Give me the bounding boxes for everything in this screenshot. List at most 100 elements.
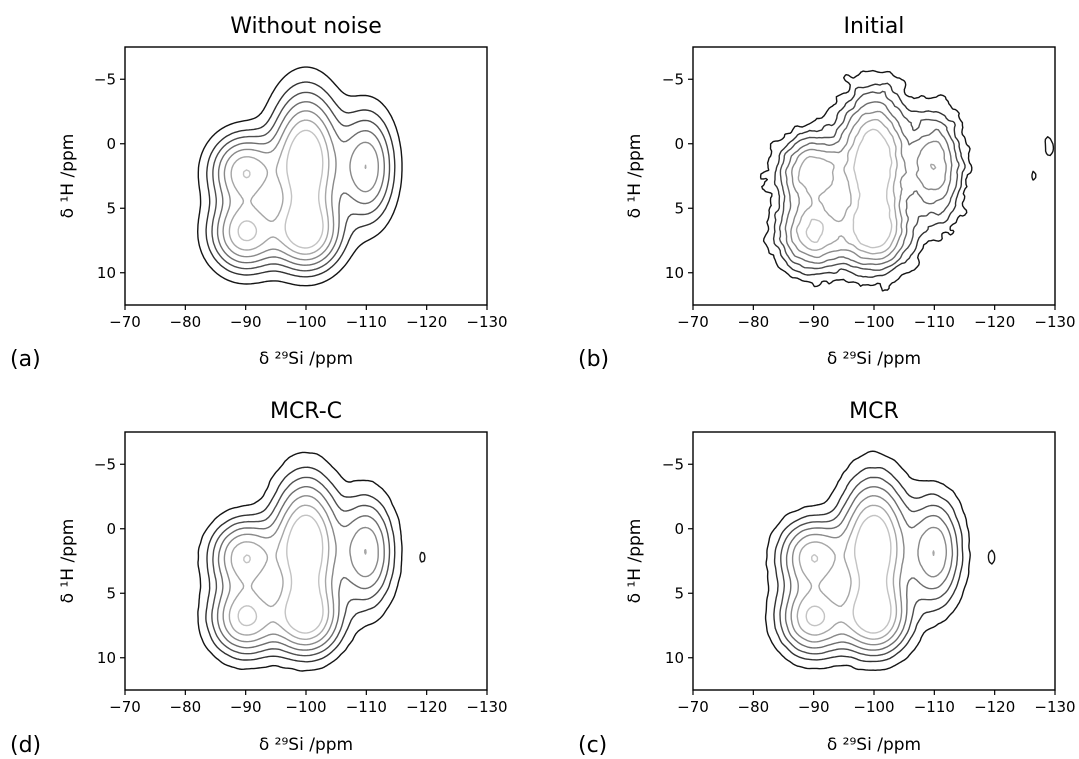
contour-level-6 — [228, 119, 367, 255]
x-tick-label: −110 — [346, 698, 387, 716]
contour-plot — [764, 450, 996, 671]
contour-level-1 — [197, 66, 403, 287]
contour-level-3 — [779, 476, 959, 657]
x-tick-label: −110 — [914, 698, 955, 716]
x-tick-label: −90 — [230, 698, 262, 716]
axis-ticks: −70 −80 −90 −100 −110 −120 −130 −5 0 5 10 — [662, 70, 1076, 331]
panel-without-noise: Without noise −70 −80 −90 −100 −110 −120 −130−… — [10, 14, 508, 372]
plot-frame — [124, 46, 488, 306]
y-tick-label: 5 — [106, 584, 116, 602]
x-tick-label: −70 — [109, 698, 141, 716]
contour-level-4 — [784, 486, 954, 651]
x-tick-label: −130 — [466, 698, 507, 716]
contour-plot — [197, 451, 426, 672]
x-tick-label: −100 — [285, 313, 326, 331]
plot-frame — [124, 431, 488, 691]
contour-level-5 — [790, 495, 947, 646]
x-tick-label: −130 — [1034, 313, 1075, 331]
x-tick-label: −90 — [798, 698, 830, 716]
contour-level-1 — [764, 450, 996, 671]
contour-level-7 — [237, 129, 324, 249]
contour-level-3 — [778, 90, 960, 271]
contour-level-1 — [197, 451, 426, 672]
y-tick-label: −5 — [662, 455, 684, 473]
y-tick-label: −5 — [662, 70, 684, 88]
x-tick-label: −120 — [406, 698, 447, 716]
panel-title: Initial — [844, 14, 905, 39]
x-tick-label: −110 — [346, 313, 387, 331]
axis-ticks: −70 −80 −90 −100 −110 −120 −130 −5 0 5 10 — [94, 70, 508, 331]
contour-level-4 — [216, 101, 385, 266]
x-tick-label: −120 — [974, 313, 1015, 331]
y-tick-label: 0 — [106, 520, 116, 538]
y-tick-label: 10 — [97, 649, 116, 667]
contour-level-6 — [795, 118, 937, 255]
x-axis-label: δ ²⁹Si /ppm — [259, 735, 353, 755]
x-tick-label: −70 — [677, 313, 709, 331]
y-tick-label: 0 — [674, 135, 684, 153]
contour-level-2 — [205, 81, 396, 278]
x-axis-label: δ ²⁹Si /ppm — [827, 735, 921, 755]
panel-title: MCR-C — [270, 399, 342, 424]
panel-title: MCR — [849, 399, 899, 424]
contour-level-2 — [773, 467, 964, 663]
y-tick-label: 10 — [665, 649, 684, 667]
x-tick-label: −80 — [170, 698, 202, 716]
contour-level-5 — [222, 495, 379, 646]
y-axis-label: δ ¹H /ppm — [625, 134, 645, 219]
y-axis-label: δ ¹H /ppm — [58, 519, 78, 604]
contour-level-3 — [211, 91, 391, 272]
x-tick-label: −70 — [677, 698, 709, 716]
panel-initial: Initial −70 −80 −90 −100 −110 −120 −130−50510 … — [578, 14, 1076, 372]
panel-label: (b) — [578, 347, 609, 372]
panel-mcr: MCR −70 −80 −90 −100 −110 −120 −130 −5 0 5 10 δ ²⁹… — [578, 399, 1076, 758]
contour-level-3 — [211, 476, 391, 657]
panel-mcr-c: MCR-C −70 −80 −90 −100 −110 −120 −130 −5 0 5 10 δ … — [10, 399, 508, 758]
x-axis-label: δ ²⁹Si /ppm — [827, 349, 921, 369]
x-tick-label: −120 — [406, 313, 447, 331]
y-tick-label: 10 — [665, 264, 684, 282]
contour-level-2 — [772, 82, 966, 278]
x-tick-label: −130 — [1034, 698, 1075, 716]
contour-level-7 — [805, 514, 892, 634]
x-tick-label: −130 — [466, 313, 507, 331]
x-tick-label: −90 — [798, 313, 830, 331]
contour-level-1 — [759, 69, 1055, 292]
contour-level-7 — [805, 128, 893, 249]
panel-title: Without noise — [230, 14, 382, 39]
x-tick-label: −80 — [738, 698, 770, 716]
x-tick-label: −110 — [914, 313, 955, 331]
y-tick-label: −5 — [94, 70, 116, 88]
contour-level-4 — [784, 101, 953, 266]
y-tick-label: −5 — [94, 455, 116, 473]
contour-plot — [197, 66, 403, 287]
panel-label: (c) — [578, 733, 607, 758]
contour-level-2 — [205, 466, 396, 663]
contour-level-6 — [228, 504, 367, 640]
y-axis-label: δ ¹H /ppm — [58, 134, 78, 219]
x-tick-label: −80 — [170, 313, 202, 331]
y-axis-label: δ ¹H /ppm — [625, 519, 645, 604]
panel-label: (a) — [10, 347, 41, 372]
x-tick-label: −120 — [974, 698, 1015, 716]
y-tick-label: 10 — [97, 264, 116, 282]
x-axis-label: δ ²⁹Si /ppm — [259, 349, 353, 369]
contour-level-4 — [216, 486, 385, 651]
y-tick-label: 5 — [674, 199, 684, 217]
axis-ticks: −70 −80 −90 −100 −110 −120 −130 −5 0 5 10 — [94, 455, 508, 716]
x-tick-label: −100 — [853, 698, 894, 716]
contour-level-7 — [237, 514, 324, 634]
x-tick-label: −100 — [285, 698, 326, 716]
axis-ticks: −70 −80 −90 −100 −110 −120 −130 −5 0 5 10 — [662, 455, 1076, 716]
y-tick-label: 0 — [106, 135, 116, 153]
panel-label: (d) — [10, 733, 41, 758]
x-tick-label: −100 — [853, 313, 894, 331]
x-tick-label: −90 — [230, 313, 262, 331]
x-tick-label: −80 — [738, 313, 770, 331]
contour-level-6 — [796, 504, 935, 640]
x-tick-label: −70 — [109, 313, 141, 331]
plot-frame — [692, 431, 1056, 691]
y-tick-label: 5 — [106, 199, 116, 217]
contour-plot — [759, 69, 1055, 292]
